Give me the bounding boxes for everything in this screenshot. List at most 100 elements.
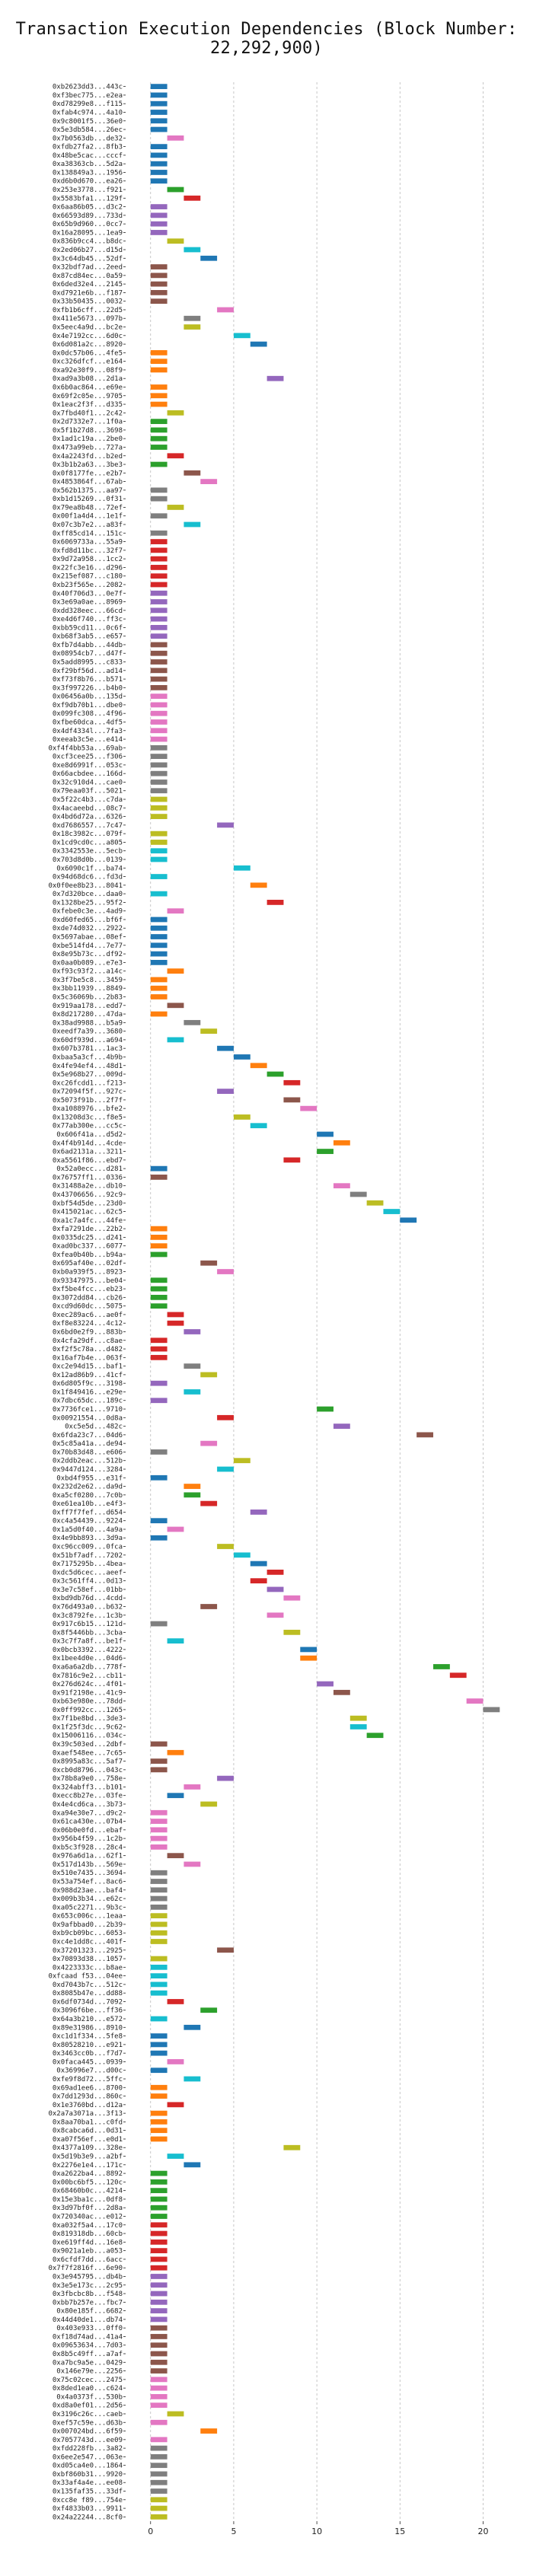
transaction-bar <box>150 668 168 674</box>
y-tick-label: 0x215ef087...c180 <box>53 573 123 581</box>
transaction-bar <box>150 204 168 209</box>
transaction-bar <box>150 805 168 811</box>
transaction-bar <box>383 1209 401 1214</box>
transaction-bar <box>250 1063 267 1069</box>
transaction-bar <box>150 573 168 579</box>
transaction-bar <box>150 264 168 269</box>
transaction-bar <box>150 1303 168 1309</box>
x-tick-label: 15 <box>394 2527 405 2536</box>
transaction-bar <box>150 1973 168 1978</box>
y-tick-label: 0x6d081a2c...8920 <box>53 341 123 349</box>
transaction-bar <box>150 2188 168 2194</box>
y-tick-label: 0xff85cd14...151c <box>53 530 123 537</box>
y-tick-label: 0x9d72a958...1cc2 <box>53 556 123 563</box>
y-tick-label: 0xecc8b27e...03fe <box>53 1793 123 1800</box>
transaction-bar <box>150 1819 168 1824</box>
transaction-bar <box>200 1260 218 1266</box>
y-tick-label: 0x80e185f...6682 <box>56 2308 123 2316</box>
transaction-bar <box>283 2144 301 2150</box>
transaction-bar <box>150 2377 168 2383</box>
y-tick-label: 0xd7921e6b...f187 <box>53 289 123 297</box>
y-tick-label: 0xb63e980e...78dd <box>53 1698 123 1706</box>
y-tick-label: 0x138849a3...1956 <box>53 169 123 177</box>
transaction-bar <box>150 2437 168 2443</box>
chart-title: Transaction Execution Dependencies (Bloc… <box>15 20 518 58</box>
y-tick-label: 0x15e3ba1c...0df8 <box>53 2196 123 2204</box>
transaction-bar <box>150 710 168 716</box>
transaction-bar <box>400 1217 417 1223</box>
y-tick-label: 0x517d143b...569e <box>53 1861 123 1869</box>
y-tick-label: 0x2ddb2eac...512b <box>53 1458 123 1465</box>
transaction-bar <box>184 1492 201 1498</box>
transaction-bar <box>150 100 168 107</box>
y-tick-label: 0x1ad1c19a...2be0 <box>53 435 123 443</box>
transaction-bar <box>150 2274 168 2279</box>
transaction-bar <box>150 2170 168 2176</box>
transaction-bar <box>150 110 168 115</box>
y-tick-label: 0xbaa5a3cf...4b9b <box>53 1054 123 1061</box>
x-tick-label: 0 <box>148 2527 153 2536</box>
y-tick-label: 0xd60fed65...bf6f <box>53 917 123 924</box>
y-tick-label: 0x7dd1293d...860c <box>53 2093 123 2101</box>
y-tick-label: 0xeeab3c5e...e414 <box>53 736 123 744</box>
transaction-bar <box>150 92 168 98</box>
transaction-bar <box>150 2179 168 2185</box>
y-tick-label: 0xec289ac6...ae0f <box>53 1312 123 1319</box>
y-tick-label: 0x3072dd84...cb26 <box>53 1294 123 1302</box>
transaction-bar <box>150 144 168 149</box>
transaction-bar <box>217 1544 234 1549</box>
transaction-bar <box>150 2454 168 2460</box>
transaction-bar <box>217 1045 234 1051</box>
transaction-bar <box>200 1604 218 1609</box>
transaction-bar <box>150 212 168 218</box>
transaction-bar <box>150 788 168 794</box>
y-tick-label: 0x12ad86b9...41cf <box>53 1372 123 1379</box>
transaction-bar <box>167 505 184 510</box>
y-tick-label: 0x4f4b914d...4cde <box>53 1140 123 1147</box>
transaction-bar <box>184 247 201 253</box>
y-tick-label: 0xe8d6991f...053c <box>53 762 123 770</box>
y-tick-label: 0x6069733a...55a9 <box>53 539 123 547</box>
transaction-bar <box>150 118 168 124</box>
y-tick-label: 0x4377a109...328e <box>53 2144 123 2152</box>
y-tick-label: 0x91f2198e...41c9 <box>53 1689 123 1697</box>
transaction-bar <box>150 1844 168 1850</box>
y-tick-label: 0x6df0734d...7092 <box>53 1998 123 2006</box>
transaction-bar <box>150 1895 168 1902</box>
transaction-bar <box>366 1733 384 1739</box>
transaction-bar <box>250 1561 267 1567</box>
y-tick-label: 0x13208d3c...f8e5 <box>53 1114 123 1121</box>
transaction-bar <box>150 1235 168 1240</box>
transaction-bar <box>150 539 168 544</box>
transaction-bar <box>150 359 168 365</box>
y-tick-label: 0x66593d89...733d <box>53 212 123 220</box>
transaction-bar <box>150 513 168 519</box>
y-tick-label: 0x76d493a0...b632 <box>53 1604 123 1612</box>
y-tick-label: 0x1eac2f3f...d335 <box>53 401 123 409</box>
y-tick-label: 0x80528210...e921 <box>53 2042 123 2049</box>
y-tick-label: 0x0335dc25...d241 <box>53 1234 123 1242</box>
transaction-bar <box>150 934 168 939</box>
y-tick-label: 0x70b83d48...e606 <box>53 1449 123 1456</box>
transaction-bar <box>150 1835 168 1841</box>
y-tick-label: 0xa5561f86...ebd7 <box>53 1157 123 1165</box>
transaction-bar <box>167 187 184 193</box>
transaction-bar <box>150 1621 168 1627</box>
y-tick-label: 0xd6b0d670...ea26 <box>53 178 123 186</box>
transaction-bar <box>150 942 168 948</box>
y-tick-label: 0x1328be25...95f2 <box>53 899 123 907</box>
transaction-bar <box>150 2050 168 2056</box>
transaction-bar <box>250 1510 267 1515</box>
transaction-bar <box>150 985 168 991</box>
y-tick-label: 0x2a7a3071a...3f13 <box>48 2110 123 2118</box>
y-tick-label: 0x276d624c...4f01 <box>53 1681 123 1688</box>
transaction-bar <box>217 822 234 828</box>
transaction-bar <box>150 1277 168 1283</box>
y-tick-label: 0x0dc57b06...4fe5 <box>53 349 123 357</box>
transaction-bar <box>150 2445 168 2451</box>
y-tick-label: 0x403e933...0ff0 <box>56 2325 123 2332</box>
transaction-bar <box>184 2024 201 2030</box>
y-tick-label: 0xcf3cee25...f306 <box>53 754 123 761</box>
